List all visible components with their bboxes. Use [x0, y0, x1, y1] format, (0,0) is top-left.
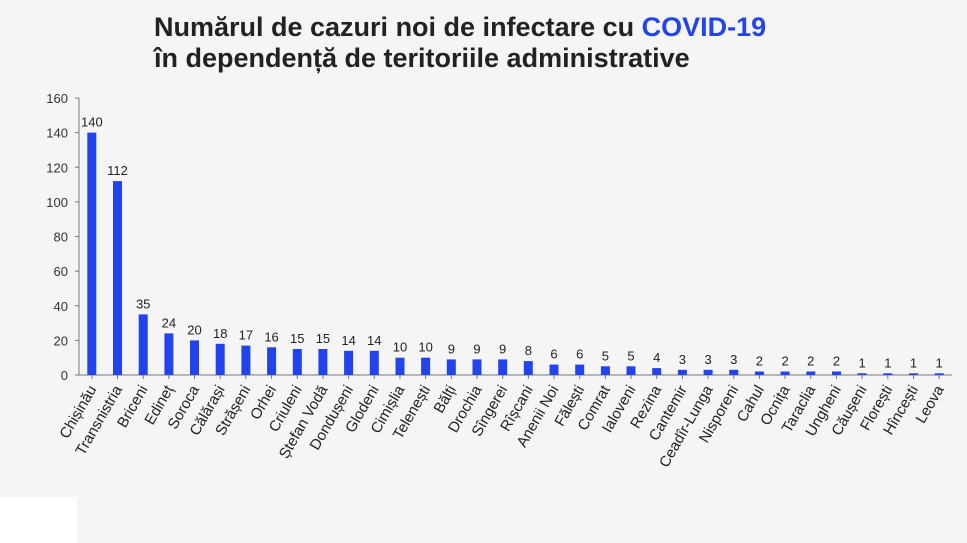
data-label: 112 [107, 163, 128, 178]
data-label: 14 [367, 333, 381, 348]
bar [472, 359, 482, 375]
data-label: 10 [393, 340, 407, 355]
data-label: 140 [81, 115, 103, 130]
bar [190, 340, 199, 375]
data-label: 9 [473, 341, 480, 356]
corner-patch [0, 497, 77, 543]
bar [652, 368, 662, 375]
data-label: 6 [550, 347, 557, 362]
y-tick-label: 100 [46, 195, 68, 210]
bar [806, 371, 816, 375]
bar [446, 359, 456, 375]
data-label: 1 [859, 355, 866, 370]
bar [549, 364, 559, 375]
y-tick-label: 120 [46, 160, 68, 175]
bar [575, 364, 585, 375]
bar [857, 373, 867, 375]
data-label: 20 [187, 322, 201, 337]
data-label: 15 [316, 331, 330, 346]
bar [292, 349, 302, 375]
bar [87, 132, 97, 375]
data-label: 17 [239, 328, 253, 343]
y-tick-label: 80 [54, 230, 68, 245]
bar [909, 373, 918, 375]
data-label: 3 [704, 352, 711, 367]
bar [934, 373, 944, 375]
chart-bars [87, 132, 944, 375]
data-label: 9 [499, 341, 506, 356]
data-label: 15 [290, 331, 304, 346]
bar [729, 369, 739, 375]
data-label: 16 [264, 329, 278, 344]
bar [395, 357, 405, 375]
bar [498, 359, 508, 375]
data-label: 8 [525, 343, 532, 358]
data-label: 3 [679, 352, 686, 367]
bar [421, 357, 431, 375]
bar [164, 333, 174, 375]
y-tick-label: 0 [61, 368, 68, 383]
data-label: 1 [910, 355, 917, 370]
bar [241, 345, 251, 375]
title-highlight: COVID-19 [641, 12, 767, 42]
data-label: 9 [448, 341, 455, 356]
bar [113, 181, 122, 375]
chart-category-labels: ChișinăuTransnistriaBriceniEdinețSorocaC… [56, 382, 948, 471]
bar [703, 369, 713, 375]
bar [369, 350, 379, 375]
y-tick-label: 140 [46, 126, 68, 141]
y-tick-label: 160 [46, 91, 68, 106]
bar [626, 366, 636, 375]
data-label: 2 [807, 354, 814, 369]
data-label: 1 [936, 355, 943, 370]
bar [600, 366, 610, 375]
y-tick-label: 20 [54, 333, 68, 348]
data-label: 2 [833, 354, 840, 369]
bar [832, 371, 841, 375]
data-label: 35 [136, 296, 150, 311]
data-label: 2 [781, 354, 788, 369]
data-label: 3 [730, 352, 737, 367]
bar [344, 350, 354, 375]
data-label: 6 [576, 347, 583, 362]
bar [318, 349, 328, 375]
data-label: 24 [162, 315, 176, 330]
data-label: 5 [602, 348, 609, 363]
bar [677, 369, 687, 375]
data-label: 1 [884, 355, 891, 370]
title-line-2: în dependență de teritoriile administrat… [154, 43, 690, 73]
title-prefix: Numărul de cazuri noi de infectare cu [154, 12, 635, 42]
bar [754, 371, 764, 375]
bar [138, 314, 148, 375]
title-line-1: Numărul de cazuri noi de infectare cu CO… [154, 12, 766, 43]
data-label: 2 [756, 354, 763, 369]
data-label: 10 [418, 340, 432, 355]
bar [215, 343, 225, 375]
bar [780, 371, 790, 375]
data-label: 5 [627, 348, 634, 363]
y-tick-label: 60 [54, 264, 68, 279]
data-label: 18 [213, 326, 227, 341]
data-label: 4 [653, 350, 660, 365]
y-tick-label: 40 [54, 299, 68, 314]
bar [267, 347, 277, 375]
bar [523, 361, 533, 375]
chart-title: Numărul de cazuri noi de infectare cu CO… [154, 12, 766, 74]
data-label: 14 [341, 333, 355, 348]
bar [883, 373, 893, 375]
